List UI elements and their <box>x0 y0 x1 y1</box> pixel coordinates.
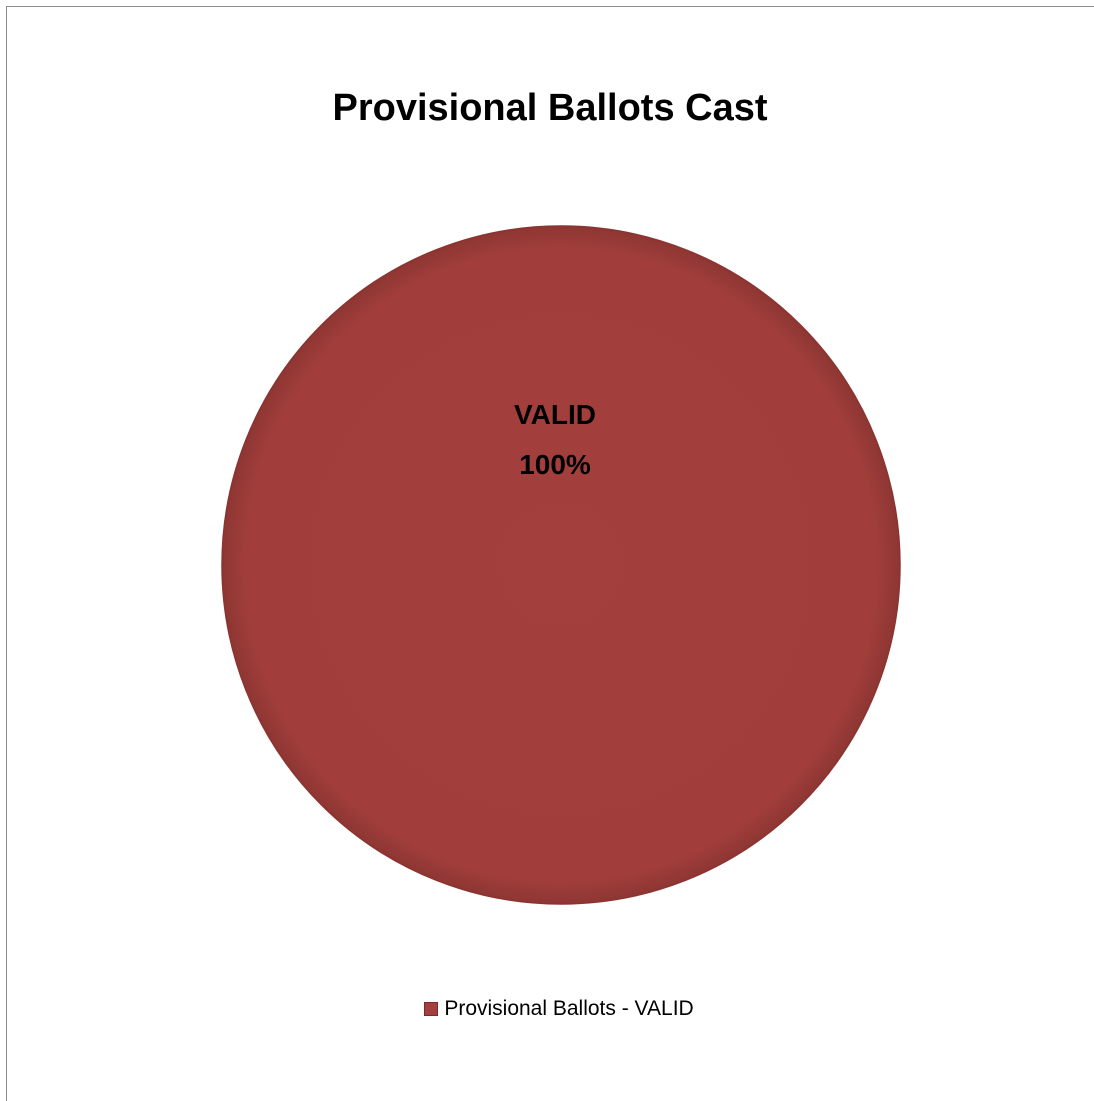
data-label-percent: 100% <box>519 449 591 480</box>
chart-title: Provisional Ballots Cast <box>332 87 768 129</box>
pie-slice-valid <box>221 225 901 905</box>
data-label-category: VALID <box>514 399 596 430</box>
legend-label-valid: Provisional Ballots - VALID <box>444 997 694 1020</box>
pie-slices <box>221 225 901 905</box>
legend: Provisional Ballots - VALID <box>0 994 1094 1024</box>
legend-swatch-valid <box>424 1002 439 1016</box>
pie-data-labels: VALID 100% <box>514 399 596 480</box>
